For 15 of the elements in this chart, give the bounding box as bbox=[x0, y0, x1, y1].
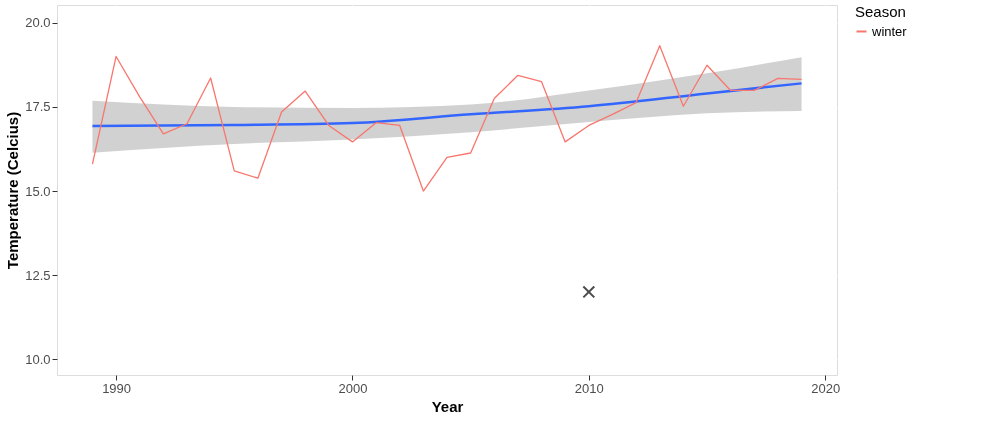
y-tick-label: 20.0 bbox=[25, 15, 51, 31]
line-series bbox=[91, 82, 803, 128]
line-series bbox=[91, 45, 803, 192]
x-tick-label: 1990 bbox=[102, 380, 132, 396]
y-axis-title: Temperature (Celcius) bbox=[4, 111, 22, 270]
x-tick-label: 2020 bbox=[811, 380, 841, 396]
x-tick-label: 2000 bbox=[338, 380, 368, 396]
y-tick-label: 10.0 bbox=[25, 351, 51, 367]
y-tick-label: 15.0 bbox=[25, 183, 51, 199]
x-axis-title: Year bbox=[431, 397, 464, 415]
legend-title: Season bbox=[855, 3, 906, 20]
y-tick-label: 17.5 bbox=[25, 99, 51, 115]
legend-label: winter bbox=[871, 23, 908, 39]
x-tick-label: 2010 bbox=[574, 380, 604, 396]
y-tick-label: 12.5 bbox=[25, 267, 51, 283]
